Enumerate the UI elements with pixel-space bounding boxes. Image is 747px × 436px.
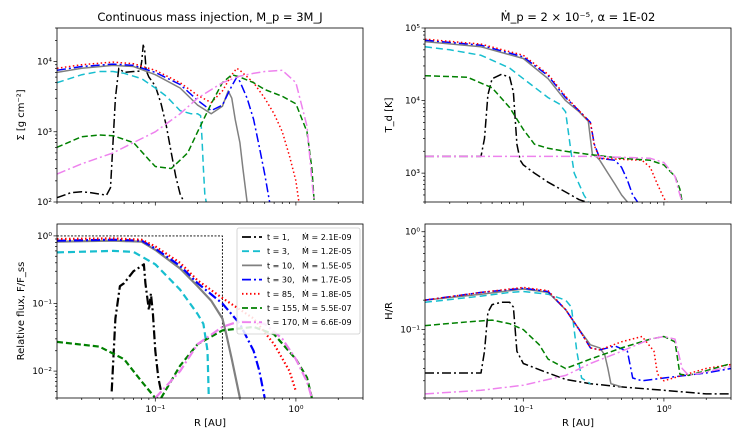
series-line-10 <box>57 239 241 398</box>
axes-frame <box>56 27 364 203</box>
panel-temperature: 10³ 10⁴ 10⁵ Ṁ_p = 2 × 10⁻⁵, α = 1E-02 T_d [K… <box>384 9 732 206</box>
series-line-170 <box>425 335 731 395</box>
y-tick-label: 10⁻¹ <box>400 326 420 336</box>
axes-frame <box>424 223 732 399</box>
legend-t-label: t = 170, <box>267 318 300 327</box>
legend-t-label: t = 85, <box>267 290 295 299</box>
series-line-10 <box>425 288 622 388</box>
x-axis-label: R [AU] <box>562 418 594 429</box>
y-tick-label: 10⁴ <box>37 58 52 68</box>
legend-t-label: t = 3, <box>267 247 290 256</box>
axes-frame <box>424 27 732 203</box>
legend-mdot-label: Ṁ = 2.1E-09 <box>302 232 352 242</box>
legend-t-label: t = 1, <box>267 233 290 242</box>
legend-box <box>236 227 361 335</box>
panel-surface-density: 10² 10³ 10⁴ Continuous mass injection, M_p … <box>16 10 364 208</box>
y-tick-label: 10³ <box>405 169 420 179</box>
series-line-155 <box>425 319 731 377</box>
reference-line <box>57 235 223 398</box>
series-line-1 <box>57 44 185 202</box>
plot-area <box>57 44 315 202</box>
panel-title: Ṁ_p = 2 × 10⁻⁵, α = 1E-02 <box>501 9 656 24</box>
panel-relative-flux: 10⁻¹ 10⁰ 10⁻² 10⁻¹ 10⁰ Relative flux, F/F_ss R… <box>16 223 364 429</box>
x-tick-label: 10⁻¹ <box>145 405 165 415</box>
y-axis-label: Relative flux, F/F_ss <box>16 262 27 361</box>
legend-mdot-label: Ṁ = 5.5E-07 <box>302 303 352 313</box>
series-line-30 <box>425 287 731 382</box>
series-line-3 <box>425 46 589 202</box>
legend-mdot-label: Ṁ = 1.8E-05 <box>302 289 352 299</box>
x-tick-label: 10⁰ <box>656 405 671 415</box>
panel-title: Continuous mass injection, M_p = 3M_J <box>97 10 322 24</box>
plot-area <box>57 235 313 398</box>
series-line-85 <box>425 38 668 202</box>
legend-mdot-label: Ṁ = 1.7E-05 <box>302 275 352 285</box>
y-tick-label: 10⁻¹ <box>32 300 52 310</box>
axes-frame <box>56 223 364 399</box>
series-line-155 <box>57 73 315 202</box>
series-line-10 <box>425 40 628 202</box>
x-tick-label: 10⁰ <box>288 405 303 415</box>
series-line-1 <box>110 263 163 392</box>
y-tick-label: 10⁻² <box>32 367 52 377</box>
series-line-1 <box>425 73 587 202</box>
plot-area <box>425 38 683 202</box>
y-tick-label: 10⁵ <box>405 24 420 34</box>
series-line-155 <box>425 74 683 202</box>
legend-mdot-label: Ṁ = 1.5E-05 <box>302 260 352 270</box>
series-line-30 <box>57 238 266 398</box>
legend: t = 1, Ṁ = 2.1E-09 t = 3, Ṁ = 1.2E-05 t = 10… <box>236 227 361 335</box>
series-line-170 <box>57 69 315 202</box>
series-line-170 <box>154 320 313 398</box>
plot-area <box>425 286 731 395</box>
series-line-3 <box>57 249 210 398</box>
y-tick-label: 10³ <box>37 128 52 138</box>
legend-mdot-label: Ṁ = 1.2E-05 <box>302 246 352 256</box>
series-line-3 <box>425 290 591 385</box>
y-tick-label: 10⁰ <box>405 228 420 238</box>
series-line-3 <box>57 70 207 202</box>
series-line-1 <box>425 301 731 395</box>
series-line-30 <box>57 63 271 202</box>
y-axis-label: H/R <box>384 302 395 320</box>
y-axis-label: Σ [g cm⁻²] <box>16 89 27 140</box>
legend-t-label: t = 30, <box>267 276 295 285</box>
legend-t-label: t = 10, <box>267 261 295 270</box>
y-tick-label: 10⁴ <box>405 97 420 107</box>
series-line-85 <box>57 237 297 392</box>
series-line-155 <box>57 325 313 398</box>
series-line-85 <box>57 61 300 202</box>
panel-aspect-ratio: 10⁻¹ 10⁰ 10⁻¹ 10⁰ H/R R [AU] <box>384 223 732 429</box>
y-tick-label: 10⁰ <box>37 232 52 242</box>
series-line-85 <box>425 286 731 382</box>
series-line-170 <box>425 155 683 202</box>
series-line-30 <box>425 39 639 202</box>
legend-mdot-label: Ṁ = 6.6E-09 <box>302 317 352 327</box>
x-tick-label: 10⁻¹ <box>513 405 533 415</box>
y-axis-label: T_d [K] <box>384 97 395 133</box>
legend-t-label: t = 155, <box>267 304 300 313</box>
y-tick-label: 10² <box>37 198 52 208</box>
x-axis-label: R [AU] <box>194 418 226 429</box>
series-line-10 <box>57 64 248 202</box>
